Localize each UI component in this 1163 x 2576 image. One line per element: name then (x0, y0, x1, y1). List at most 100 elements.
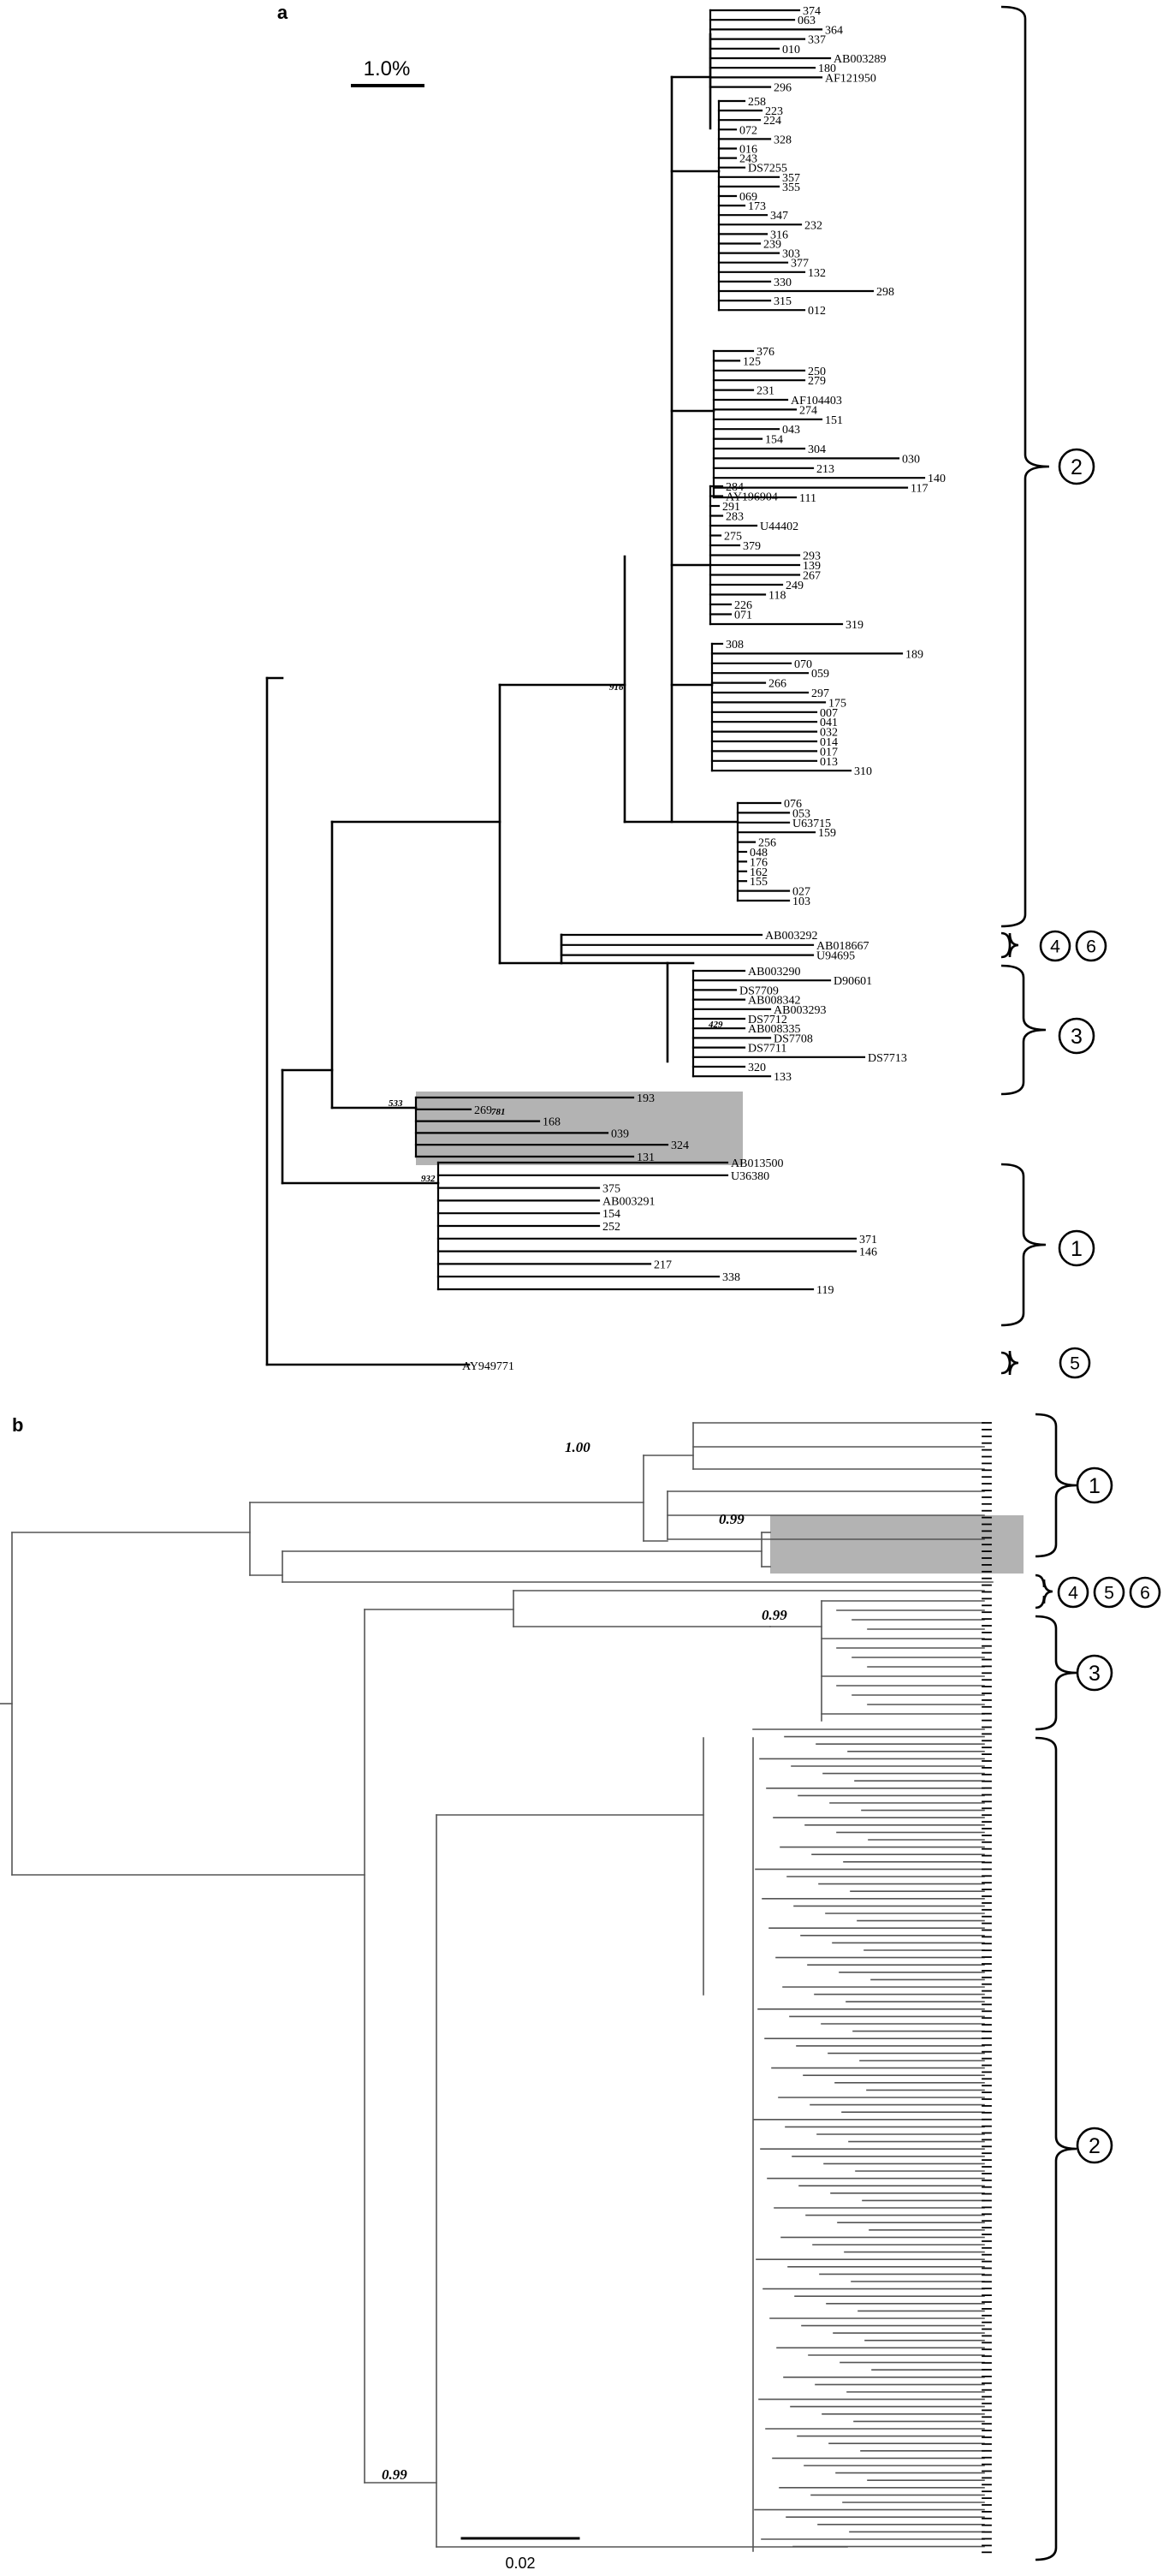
clade-circle (1076, 1466, 1113, 1504)
leaf-label: 310 (854, 765, 872, 778)
leaf-label: 379 (743, 540, 761, 553)
support-value: 916 (609, 682, 624, 693)
leaf-label: 252 (602, 1221, 620, 1234)
clade-brace (1000, 5, 1050, 928)
leaf-label: 119 (816, 1284, 834, 1297)
leaf-label: 118 (768, 590, 786, 603)
leaf-label: 070 (794, 658, 812, 671)
leaf-label: 375 (602, 1183, 620, 1196)
leaf-label: 193 (637, 1092, 655, 1105)
clade-circle (1058, 1017, 1095, 1055)
leaf-label: 030 (902, 453, 920, 466)
leaf-label: 357 (782, 172, 800, 185)
clade-circle (1057, 1576, 1089, 1609)
clade-circle (1093, 1576, 1125, 1609)
support-value: 0.99 (762, 1607, 787, 1623)
highlight-box (416, 1092, 743, 1165)
leaf-label: 010 (782, 44, 800, 57)
leaf-label: 132 (808, 267, 826, 280)
leaf-label: AF121950 (825, 72, 876, 85)
leaf-label: 069 (739, 191, 757, 204)
leaf-label: 048 (750, 847, 768, 860)
panel-a-tree: a1.0%AY949771916429533781932374063364337… (265, 2, 1107, 1379)
leaf-label: U63715 (792, 818, 831, 830)
leaf-label: AY196904 (726, 491, 778, 504)
leaf-label: 154 (602, 1208, 620, 1221)
leaf-label: 249 (786, 580, 804, 592)
leaf-label: 027 (792, 886, 810, 899)
clade-brace (1000, 1163, 1047, 1327)
leaf-label: 131 (637, 1151, 655, 1164)
leaf-label: 355 (782, 181, 800, 194)
leaf-label: 151 (825, 414, 843, 427)
leaf-label: 111 (799, 492, 816, 505)
leaf-label: U44402 (760, 521, 798, 533)
leaf-label: 159 (818, 827, 836, 840)
leaf-label: 168 (543, 1116, 561, 1129)
panel-b-scale-label: 0.02 (505, 2555, 535, 2572)
leaf-label: 017 (820, 746, 838, 759)
leaf-label: 269 (474, 1104, 492, 1117)
leaf-label: 189 (905, 648, 923, 661)
clade-number: 3 (1071, 1025, 1083, 1049)
leaf-label: AB003293 (774, 1004, 826, 1017)
leaf-label: 364 (825, 24, 843, 37)
panel-b-letter: b (12, 1414, 23, 1436)
clade-circle (1039, 930, 1071, 962)
support-value: 533 (389, 1098, 403, 1109)
support-value: 429 (708, 1020, 723, 1030)
leaf-label: AB018667 (816, 940, 869, 953)
leaf-label: DS7712 (748, 1014, 787, 1026)
leaf-label: 139 (803, 560, 821, 573)
leaf-label: 013 (820, 756, 838, 769)
leaf-label: 371 (859, 1234, 877, 1246)
clade-circle (1058, 448, 1095, 485)
leaf-label: 338 (722, 1271, 740, 1284)
leaf-label: 337 (808, 34, 826, 47)
support-value: 0.99 (719, 1511, 745, 1527)
leaf-label: 016 (739, 144, 757, 157)
leaf-label: AY949771 (462, 1360, 514, 1373)
leaf-label: 347 (770, 210, 788, 223)
leaf-label: D90601 (834, 975, 872, 988)
leaf-label: 117 (911, 483, 928, 496)
clade-brace (1035, 1615, 1077, 1731)
panel-a-letter: a (277, 2, 288, 23)
leaf-label: 039 (611, 1127, 629, 1140)
leaf-label: 304 (808, 443, 826, 456)
leaf-label: 041 (820, 717, 838, 729)
leaf-label: 043 (782, 424, 800, 437)
leaf-label: 140 (928, 473, 946, 485)
support-value: 1.00 (565, 1439, 590, 1455)
leaf-label: 007 (820, 707, 838, 720)
clade-circle (1075, 930, 1107, 962)
leaf-label: U36380 (731, 1170, 769, 1183)
clade-brace (1035, 1413, 1077, 1558)
leaf-label: AB013500 (731, 1157, 783, 1170)
clade-circle (1059, 1347, 1091, 1379)
clade-number: 6 (1140, 1583, 1150, 1603)
leaf-label: 154 (765, 434, 783, 447)
leaf-label: 231 (757, 385, 774, 398)
leaf-label: 328 (774, 134, 792, 146)
leaf-label: 330 (774, 277, 792, 289)
leaf-label: 303 (782, 248, 800, 261)
leaf-label: 258 (748, 96, 766, 109)
leaf-label: 243 (739, 153, 757, 166)
leaf-label: 173 (748, 200, 766, 213)
leaf-label: 224 (763, 115, 781, 128)
leaf-label: 377 (791, 258, 809, 271)
clade-number: 5 (1070, 1353, 1080, 1374)
leaf-label: DS7709 (739, 985, 779, 997)
clade-number: 2 (1071, 455, 1083, 479)
leaf-label: AB003290 (748, 966, 800, 979)
leaf-label: 315 (774, 295, 792, 308)
leaf-label: 180 (818, 62, 836, 75)
leaf-label: DS7255 (748, 163, 787, 176)
leaf-label: 374 (803, 5, 821, 18)
panel-a-scale-label: 1.0% (364, 57, 411, 80)
leaf-label: 176 (750, 856, 768, 869)
leaf-label: 125 (743, 355, 761, 368)
leaf-label: 320 (748, 1062, 766, 1074)
clade-circle (1129, 1576, 1161, 1609)
